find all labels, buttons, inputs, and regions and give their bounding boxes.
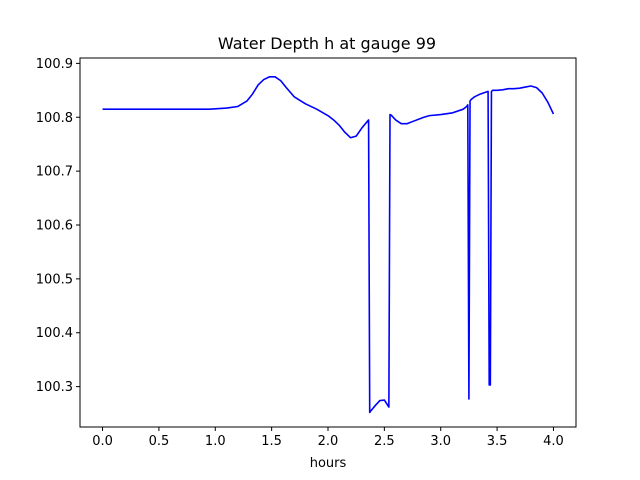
x-tick-label: 1.5	[261, 434, 282, 449]
series-line	[102, 76, 555, 414]
y-tick-label: 100.8	[36, 111, 73, 126]
y-tick-label: 100.6	[36, 218, 73, 233]
y-axis: 100.3 100.4 100.5 100.6 100.7 100.8 100.9	[36, 57, 80, 395]
x-tick-label: 2.0	[318, 434, 339, 449]
plot-frame	[79, 57, 577, 428]
x-tick-label: 2.5	[374, 434, 395, 449]
x-tick-label: 1.0	[205, 434, 226, 449]
x-tick-label: 0.0	[92, 434, 113, 449]
x-tick-label: 3.0	[430, 434, 451, 449]
y-tick-label: 100.5	[36, 272, 73, 287]
y-tick-label: 100.9	[36, 57, 73, 72]
y-tick-label: 100.3	[36, 380, 73, 395]
x-axis: 0.0 0.5 1.0 1.5 2.0 2.5 3.0 3.5 4.0	[92, 427, 564, 449]
x-tick-label: 0.5	[149, 434, 170, 449]
x-axis-label: hours	[310, 456, 347, 471]
x-tick-label: 4.0	[543, 434, 564, 449]
y-tick-label: 100.7	[36, 165, 73, 180]
chart-title: Water Depth h at gauge 99	[218, 34, 436, 53]
x-tick-label: 3.5	[487, 434, 508, 449]
y-tick-label: 100.4	[36, 326, 73, 341]
